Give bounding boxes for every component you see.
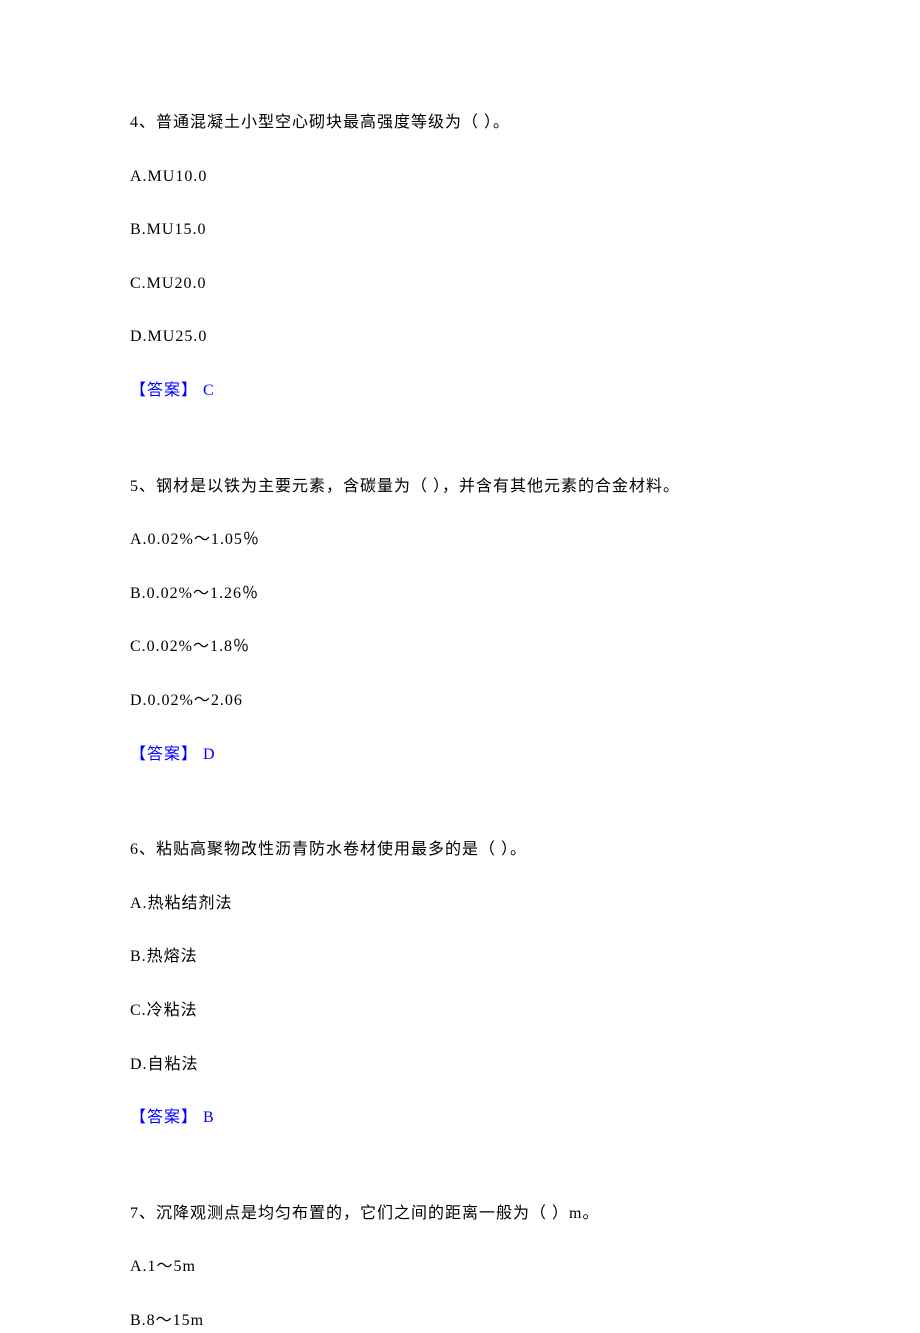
answer-value: C	[198, 382, 215, 399]
answer-label: 【答案】	[130, 382, 198, 399]
document-content: 4、普通混凝土小型空心砌块最高强度等级为（ ）。 A.MU10.0 B.MU15…	[0, 0, 920, 1333]
option-b: B.热熔法	[130, 944, 790, 970]
option-d: D.自粘法	[130, 1052, 790, 1078]
option-a: A.热粘结剂法	[130, 891, 790, 917]
answer-line: 【答案】 D	[130, 742, 790, 768]
option-b: B.0.02%～1.26％	[130, 581, 790, 607]
option-d: D.MU25.0	[130, 324, 790, 350]
question-block-4: 4、普通混凝土小型空心砌块最高强度等级为（ ）。 A.MU10.0 B.MU15…	[130, 110, 790, 404]
option-c: C.MU20.0	[130, 271, 790, 297]
question-text: 5、钢材是以铁为主要元素，含碳量为（ ），并含有其他元素的合金材料。	[130, 474, 790, 500]
answer-label: 【答案】	[130, 1109, 198, 1126]
answer-label: 【答案】	[130, 746, 198, 763]
option-c: C.0.02%～1.8％	[130, 634, 790, 660]
question-block-5: 5、钢材是以铁为主要元素，含碳量为（ ），并含有其他元素的合金材料。 A.0.0…	[130, 474, 790, 768]
option-a: A.0.02%～1.05％	[130, 527, 790, 553]
answer-value: D	[198, 746, 216, 763]
question-text: 6、粘贴高聚物改性沥青防水卷材使用最多的是（ ）。	[130, 837, 790, 863]
answer-line: 【答案】 C	[130, 378, 790, 404]
option-b: B.8～15m	[130, 1308, 790, 1333]
option-b: B.MU15.0	[130, 217, 790, 243]
answer-value: B	[198, 1109, 215, 1126]
option-a: A.1～5m	[130, 1254, 790, 1280]
question-block-7: 7、沉降观测点是均匀布置的，它们之间的距离一般为（ ）m。 A.1～5m B.8…	[130, 1201, 790, 1333]
answer-line: 【答案】 B	[130, 1105, 790, 1131]
question-text: 4、普通混凝土小型空心砌块最高强度等级为（ ）。	[130, 110, 790, 136]
question-block-6: 6、粘贴高聚物改性沥青防水卷材使用最多的是（ ）。 A.热粘结剂法 B.热熔法 …	[130, 837, 790, 1131]
option-d: D.0.02%～2.06	[130, 688, 790, 714]
question-text: 7、沉降观测点是均匀布置的，它们之间的距离一般为（ ）m。	[130, 1201, 790, 1227]
option-c: C.冷粘法	[130, 998, 790, 1024]
option-a: A.MU10.0	[130, 164, 790, 190]
